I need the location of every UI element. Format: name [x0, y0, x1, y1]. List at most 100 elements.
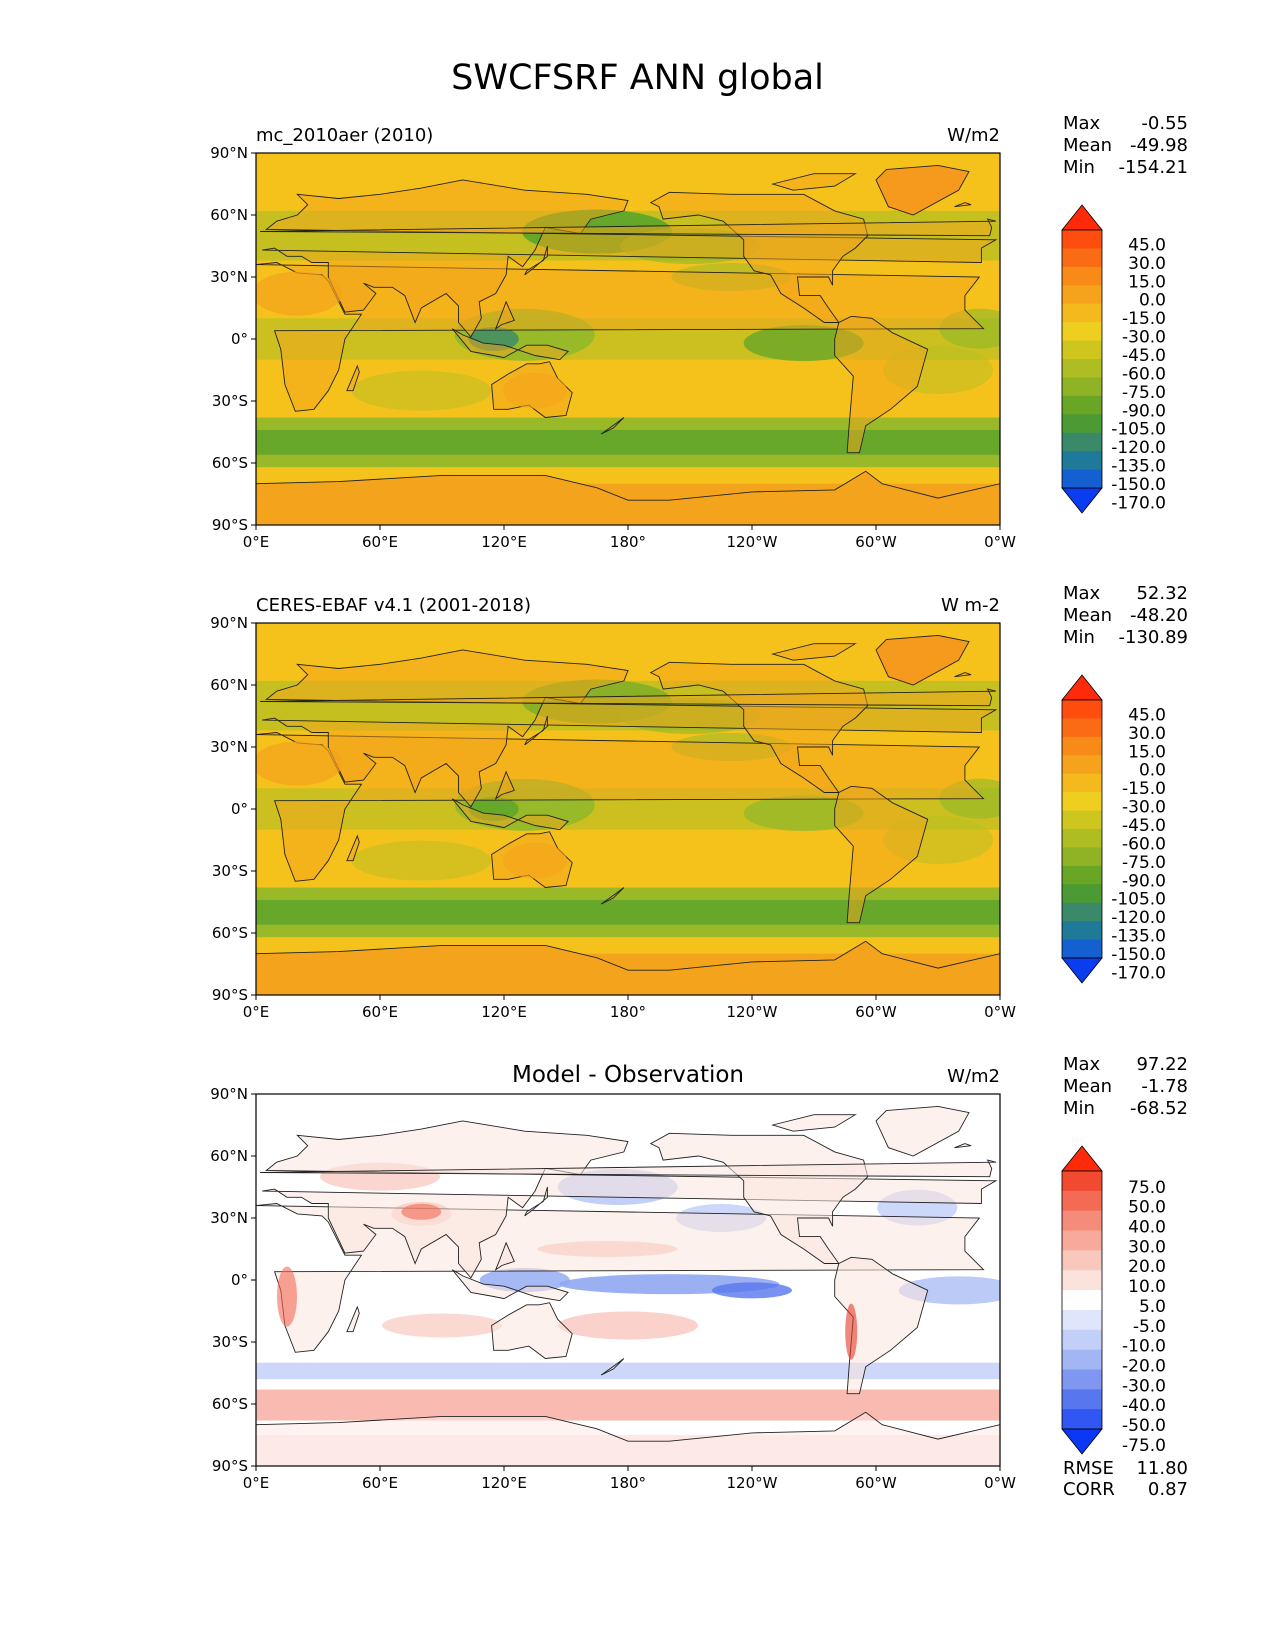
colorbar-segment [1062, 1349, 1102, 1370]
panel-left-title: CERES-EBAF v4.1 (2001-2018) [256, 595, 531, 616]
colorbar-tick-label: -170.0 [1111, 493, 1166, 513]
colorbar-segment [1062, 1389, 1102, 1410]
coastline-greenland [875, 164, 970, 216]
field-patch [382, 1313, 502, 1338]
colorbar-tick-label: -20.0 [1122, 1356, 1166, 1376]
field-band [256, 899, 1000, 925]
stat-value: -130.89 [1119, 627, 1188, 648]
colorbar-tick-label: -75.0 [1122, 383, 1166, 403]
stat-value: -1.78 [1141, 1076, 1188, 1097]
colorbar-segment [1062, 792, 1102, 812]
coastline-madagascar [346, 1305, 360, 1333]
y-tick-label: 60°S [212, 454, 248, 472]
stat-value: -0.55 [1141, 113, 1188, 134]
stat-value: 97.22 [1136, 1054, 1188, 1075]
colorbar-extend-max [1061, 674, 1103, 701]
colorbar-tick-label: -15.0 [1122, 309, 1166, 329]
colorbar-tick-label: -15.0 [1122, 779, 1166, 799]
colorbar-tick-label: -60.0 [1122, 834, 1166, 854]
coastline-eurasia [262, 1120, 998, 1279]
colorbar-segment [1062, 230, 1102, 249]
field-patch [503, 842, 567, 879]
colorbar-tick-label: 15.0 [1128, 272, 1166, 292]
colorbar-segment [1062, 266, 1102, 286]
coastline-nz [600, 1358, 625, 1376]
field-patch [743, 795, 864, 832]
colorbar-segment [1062, 939, 1102, 959]
colorbar-segment [1062, 865, 1102, 885]
colorbar-segment [1062, 1171, 1102, 1192]
x-tick-label: 120°W [727, 1474, 778, 1492]
stat-label: Max [1063, 1054, 1101, 1075]
panel-obs: 0°E 60°E 120°E 180° 120°W 60°W 0°W 90°N 60°N 30°N… [210, 583, 1188, 1021]
x-tick-label: 0°W [984, 533, 1016, 551]
coastline-japan [524, 715, 548, 746]
stat-value: -68.52 [1130, 1098, 1188, 1119]
coastline-greenland [875, 1105, 970, 1157]
coastline-islands1 [494, 300, 515, 330]
colorbar-segment [1062, 884, 1102, 904]
x-tick-label: 180° [610, 533, 646, 551]
colorbar-tick-label: -30.0 [1122, 328, 1166, 348]
colorbar-tick-label: 15.0 [1128, 742, 1166, 762]
colorbar-segment [1062, 359, 1102, 378]
colorbar-segment [1062, 432, 1102, 452]
colorbar-segment [1062, 1290, 1102, 1311]
map-field [256, 153, 1000, 525]
stat-value: 52.32 [1136, 583, 1188, 604]
coastline-madagascar [346, 834, 360, 862]
coastline-greenland [875, 634, 970, 686]
colorbar-segment [1062, 1329, 1102, 1351]
x-tick-label: 0°E [243, 1003, 270, 1021]
panel-diff: 0°E 60°E 120°E 180° 120°W 60°W 0°W 90°N 60°N 30°N… [210, 1054, 1188, 1500]
y-tick-label: 0° [231, 330, 248, 348]
colorbar-tick-label: -90.0 [1122, 871, 1166, 891]
colorbar-tick-label: -50.0 [1122, 1416, 1166, 1436]
coastline-madagascar [346, 364, 360, 392]
stat-value: -48.20 [1130, 605, 1188, 626]
stat-label: Max [1063, 113, 1101, 134]
field-patch [503, 372, 567, 409]
field-patch [256, 741, 343, 786]
coastline-samerica [834, 785, 929, 924]
colorbar-tick-label: 50.0 [1128, 1198, 1166, 1218]
colorbar-segment [1062, 285, 1102, 305]
colorbar-tick-label: 45.0 [1128, 235, 1166, 255]
panel-units: W m-2 [941, 595, 1000, 616]
colorbar-segment [1062, 773, 1102, 793]
colorbar-segment [1062, 414, 1102, 434]
stat-value: -154.21 [1119, 157, 1188, 178]
coastline-iceland [954, 202, 972, 208]
colorbar-segment [1062, 303, 1102, 323]
colorbar-tick-label: -75.0 [1122, 1436, 1166, 1456]
x-tick-label: 60°E [362, 1474, 398, 1492]
colorbar-tick-label: 30.0 [1128, 1237, 1166, 1257]
colorbar-tick-label: -45.0 [1122, 816, 1166, 836]
colorbar-segment [1062, 810, 1102, 830]
field-band [256, 1362, 1000, 1380]
colorbar-segment [1062, 1369, 1102, 1390]
colorbar-tick-label: -30.0 [1122, 1376, 1166, 1396]
field-patch [558, 1311, 698, 1340]
coastline-arctic [771, 643, 857, 661]
y-tick-label: 60°N [210, 1147, 248, 1165]
colorbar-segment [1062, 902, 1102, 922]
stat-label: Max [1063, 583, 1101, 604]
y-tick-label: 0° [231, 1271, 248, 1289]
colorbar-tick-label: 10.0 [1128, 1277, 1166, 1297]
colorbar-tick-label: -105.0 [1111, 420, 1166, 440]
field-patch [351, 840, 492, 881]
y-tick-label: 30°S [212, 1333, 248, 1351]
colorbar-tick-label: -120.0 [1111, 908, 1166, 928]
field-patch [256, 271, 343, 316]
coastline-iceland [954, 672, 972, 678]
coastline-maritime [451, 798, 569, 831]
field-patch [845, 1303, 858, 1360]
colorbar-tick-label: 40.0 [1128, 1218, 1166, 1238]
y-tick-label: 60°N [210, 676, 248, 694]
colorbar-tick-label: 45.0 [1128, 705, 1166, 725]
coastline-maritime [451, 1269, 569, 1302]
stat-label: Mean [1063, 1076, 1112, 1097]
coastline-antarctica [256, 1411, 1000, 1466]
map-field [256, 623, 1000, 995]
